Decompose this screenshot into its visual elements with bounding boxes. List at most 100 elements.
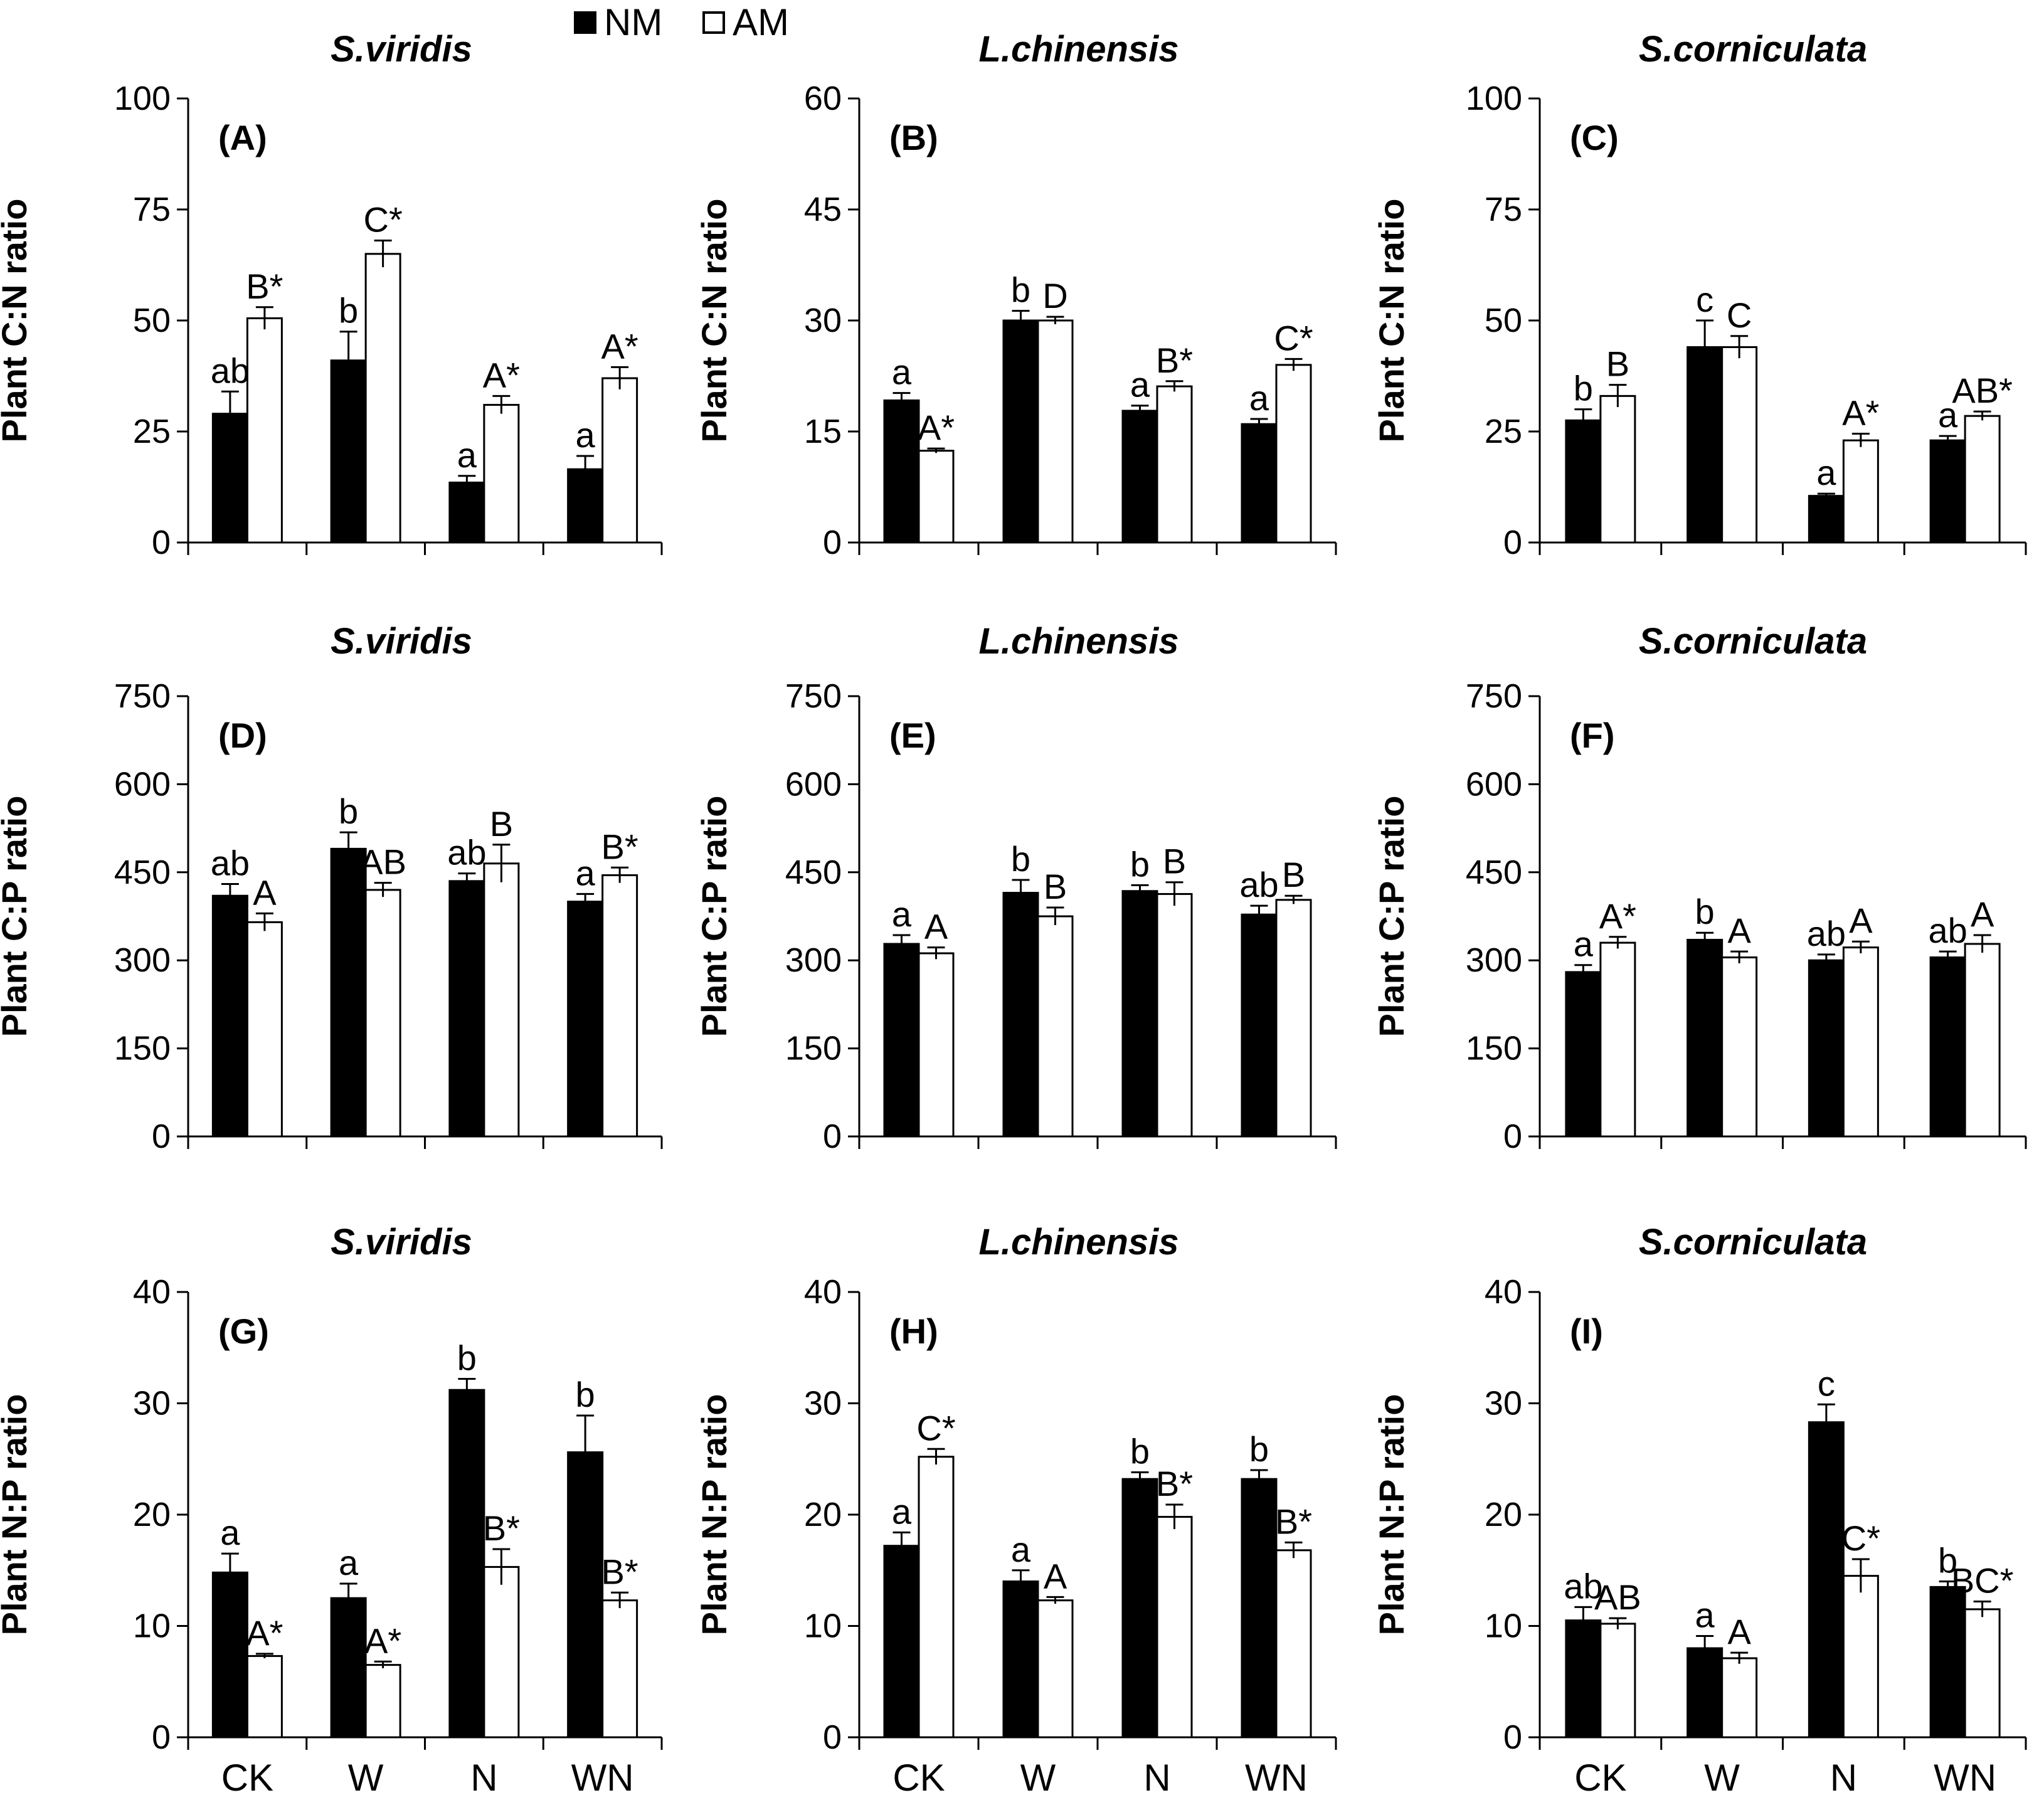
bar-nm-wn	[1241, 913, 1278, 1138]
significance-letter-am-wn: B*	[601, 827, 638, 866]
error-bar-am-wn	[611, 366, 629, 389]
error-bar-nm-ck	[1574, 964, 1592, 980]
y-tick-label: 300	[1466, 941, 1522, 979]
error-bar-nm-wn	[576, 455, 595, 483]
bar-nm-ck	[1565, 419, 1602, 544]
panel-label: (I)	[1570, 1311, 1603, 1351]
bar-am-wn	[1964, 943, 2001, 1138]
bar-nm-ck	[1565, 971, 1602, 1138]
y-tick-label: 0	[152, 524, 171, 561]
significance-letter-am-n: B*	[1156, 341, 1193, 380]
x-tick-label: CK	[1574, 1757, 1626, 1799]
y-tick-label: 0	[1503, 524, 1522, 561]
significance-letter-am-w: AB	[359, 842, 406, 882]
y-axis-label: Plant C:P ratio	[694, 796, 734, 1037]
y-tick-label: 50	[1485, 302, 1522, 339]
significance-letter-am-ck: B	[1606, 344, 1629, 384]
y-axis-label: Plant C:N ratio	[0, 199, 34, 443]
bar-nm-n	[448, 481, 485, 544]
y-tick-label: 0	[823, 1118, 842, 1155]
y-tick-label: 0	[823, 524, 842, 561]
bar-am-ck	[918, 450, 955, 544]
bar-nm-ck	[883, 399, 920, 544]
error-bar-nm-ck	[221, 883, 239, 908]
error-bar-nm-w	[339, 831, 357, 866]
significance-letter-am-n: A*	[483, 355, 520, 394]
error-bar-am-wn	[1284, 1541, 1303, 1559]
y-tick-label: 45	[804, 191, 842, 228]
panel-label: (F)	[1570, 716, 1615, 755]
bar-nm-n	[1121, 1478, 1158, 1739]
y-tick-label: 50	[133, 302, 171, 339]
significance-letter-am-wn: AB*	[1952, 371, 2013, 410]
significance-letter-am-n: C*	[1841, 1518, 1880, 1558]
y-tick-label: 750	[785, 677, 842, 715]
bar-am-wn	[1275, 364, 1312, 544]
y-tick-label: 300	[785, 941, 842, 979]
bar-nm-w	[1002, 892, 1039, 1138]
significance-letter-am-w: A*	[364, 1621, 401, 1660]
panel-title: S.viridis	[331, 621, 472, 662]
bar-nm-wn	[1241, 1478, 1278, 1739]
significance-letter-am-ck: A*	[1599, 896, 1636, 936]
error-bar-am-w	[1046, 906, 1064, 926]
x-tick-label: N	[1143, 1757, 1170, 1799]
error-bar-nm-n	[1817, 492, 1835, 499]
bar-am-n	[1842, 1575, 1879, 1739]
legend-item-am: AM	[702, 4, 789, 41]
significance-letter-nm-wn: a	[1938, 395, 1958, 435]
significance-letter-am-ck: A	[253, 872, 277, 912]
bar-nm-wn	[567, 901, 604, 1138]
significance-letter-am-ck: B*	[246, 267, 283, 306]
significance-letter-am-ck: A*	[918, 408, 955, 447]
significance-letter-nm-ck: ab	[1564, 1566, 1602, 1606]
bar-am-wn	[1275, 1549, 1312, 1739]
bar-nm-w	[330, 847, 367, 1138]
y-axis-label: Plant C:P ratio	[1372, 796, 1411, 1037]
error-bar-nm-ck	[1574, 1606, 1592, 1634]
significance-letter-nm-wn: a	[576, 415, 596, 455]
significance-letter-nm-n: ab	[1807, 914, 1846, 953]
error-bar-am-wn	[611, 866, 629, 883]
error-bar-am-ck	[255, 912, 273, 931]
bar-am-ck	[918, 952, 955, 1138]
bar-am-wn	[1964, 415, 2001, 544]
significance-letter-am-ck: A*	[246, 1613, 283, 1653]
error-bar-am-w	[1046, 1596, 1064, 1604]
significance-letter-am-wn: A*	[601, 326, 638, 366]
bar-nm-ck	[883, 943, 920, 1138]
significance-letter-am-n: B	[1163, 842, 1186, 881]
bar-nm-ck	[211, 894, 248, 1138]
y-tick-label: 150	[785, 1030, 842, 1067]
y-tick-label: 0	[1503, 1118, 1522, 1155]
significance-letter-nm-ck: a	[1574, 924, 1594, 964]
bar-am-wn	[601, 1599, 638, 1739]
error-bar-nm-ck	[892, 934, 911, 953]
bar-nm-n	[1808, 959, 1845, 1138]
panel-title: S.viridis	[331, 29, 472, 70]
y-tick-label: 20	[1485, 1496, 1522, 1533]
error-bar-am-ck	[1609, 1617, 1627, 1629]
significance-letter-am-ck: AB	[1594, 1577, 1641, 1617]
bar-am-wn	[1275, 899, 1312, 1138]
y-axis-label: Plant C:N ratio	[1372, 199, 1411, 443]
bar-am-n	[483, 1565, 520, 1739]
y-axis-label: Plant N:P ratio	[0, 1394, 34, 1636]
significance-letter-am-w: A	[1727, 1612, 1751, 1651]
y-tick-label: 40	[804, 1273, 842, 1311]
error-bar-nm-wn	[1939, 435, 1957, 445]
significance-letter-am-wn: C*	[1274, 318, 1313, 357]
error-bar-am-n	[1165, 1503, 1184, 1530]
significance-letter-am-w: D	[1042, 276, 1067, 315]
significance-letter-nm-n: a	[1130, 365, 1150, 405]
bar-am-n	[1842, 439, 1879, 544]
legend: NM AM	[0, 0, 2044, 44]
error-bar-nm-wn	[1939, 950, 1957, 963]
significance-letter-am-wn: B*	[1275, 1501, 1312, 1541]
bar-am-w	[1721, 956, 1758, 1138]
significance-letter-nm-w: a	[1011, 1530, 1031, 1569]
bar-nm-ck	[211, 1571, 248, 1739]
